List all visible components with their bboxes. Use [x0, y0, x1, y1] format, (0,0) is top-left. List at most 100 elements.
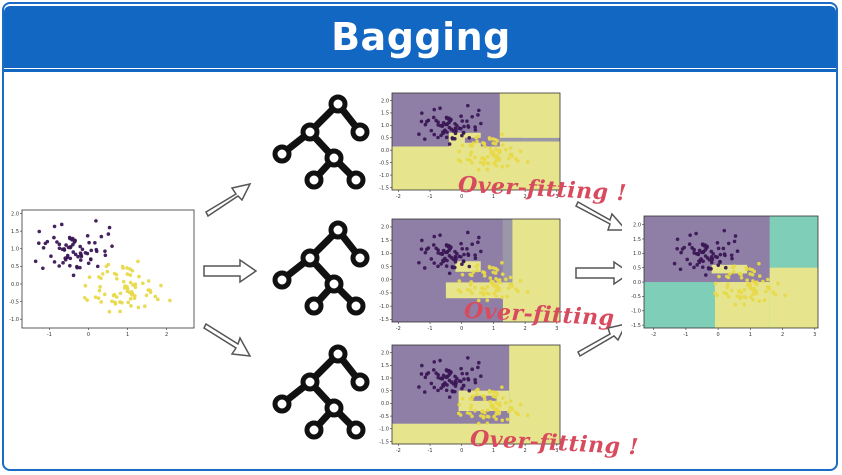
data-point-class-1	[518, 279, 523, 283]
data-point-class-1	[118, 291, 123, 296]
y-tick-label: 0.0	[381, 148, 389, 154]
data-point-class-1	[494, 412, 498, 416]
data-point-class-1	[487, 388, 492, 393]
data-point-class-0	[709, 260, 714, 265]
data-point-class-0	[439, 262, 443, 266]
data-point-class-1	[505, 417, 510, 422]
data-point-class-1	[500, 143, 505, 147]
data-point-class-1	[504, 277, 508, 282]
data-point-class-1	[470, 273, 474, 278]
data-point-class-1	[491, 265, 495, 270]
data-point-class-0	[453, 249, 457, 254]
data-point-class-1	[505, 294, 510, 299]
data-point-class-1	[118, 309, 122, 314]
data-point-class-1	[478, 414, 483, 418]
data-point-class-1	[87, 275, 92, 280]
data-point-class-0	[467, 135, 472, 140]
data-point-class-1	[476, 387, 480, 392]
data-point-class-0	[431, 115, 436, 120]
data-point-class-0	[687, 242, 692, 247]
data-point-class-0	[62, 247, 66, 251]
data-point-class-0	[450, 389, 455, 393]
plot-frame	[643, 215, 819, 329]
data-point-class-0	[432, 132, 437, 137]
data-point-class-1	[469, 150, 474, 155]
data-point-class-1	[742, 302, 746, 307]
data-point-class-0	[68, 263, 72, 268]
data-point-class-0	[106, 232, 111, 236]
y-tick-label: 1.5	[11, 229, 19, 235]
data-point-class-0	[80, 247, 85, 252]
data-point-class-0	[445, 250, 449, 255]
data-point-class-0	[52, 224, 57, 229]
data-point-class-0	[423, 375, 428, 380]
data-point-class-0	[461, 259, 466, 263]
data-point-class-1	[725, 282, 730, 287]
data-point-class-0	[709, 255, 714, 259]
data-point-class-1	[752, 289, 756, 293]
plot-frame	[21, 209, 195, 329]
data-point-class-1	[98, 285, 102, 289]
data-point-class-0	[451, 129, 456, 133]
y-tick-label: 0.0	[381, 278, 389, 284]
y-tick-label: -1.0	[379, 427, 389, 433]
data-point-class-1	[82, 295, 87, 300]
data-point-class-1	[485, 155, 490, 159]
data-point-class-1	[107, 309, 112, 314]
data-point-class-0	[68, 245, 73, 250]
data-point-class-0	[716, 263, 721, 267]
data-point-class-0	[461, 130, 466, 135]
data-point-class-0	[441, 130, 445, 134]
data-point-class-0	[431, 368, 436, 372]
data-point-class-0	[432, 385, 437, 390]
data-point-class-0	[459, 255, 463, 259]
data-point-class-1	[485, 408, 490, 412]
data-point-class-0	[473, 253, 477, 257]
right-arrow-icon	[203, 322, 252, 357]
y-tick-label: 1.5	[633, 237, 641, 243]
y-tick-label: -1.0	[631, 309, 641, 315]
data-point-class-0	[450, 264, 455, 269]
data-point-class-1	[487, 136, 492, 140]
data-point-class-0	[685, 257, 689, 262]
data-point-class-1	[476, 421, 481, 426]
data-point-class-1	[473, 155, 477, 160]
data-point-class-1	[482, 274, 487, 278]
data-point-class-1	[491, 270, 496, 275]
data-point-class-0	[107, 225, 112, 230]
data-point-class-0	[445, 375, 449, 379]
data-point-class-0	[477, 235, 481, 240]
data-point-class-0	[436, 373, 440, 377]
data-point-class-1	[732, 264, 737, 269]
data-point-class-1	[487, 291, 491, 296]
x-tick-label: -1	[428, 326, 433, 332]
data-point-class-0	[436, 135, 440, 140]
data-point-class-0	[453, 254, 458, 259]
data-point-class-0	[476, 365, 480, 370]
data-point-class-1	[99, 276, 103, 281]
data-point-class-0	[432, 234, 437, 239]
title-banner	[4, 6, 836, 68]
data-point-class-0	[722, 228, 727, 233]
data-point-class-1	[475, 392, 479, 397]
data-point-class-0	[460, 262, 464, 267]
data-point-class-1	[110, 299, 114, 304]
y-tick-label: 2.0	[381, 350, 389, 356]
data-point-class-1	[728, 272, 732, 276]
y-tick-label: 1.0	[633, 251, 641, 257]
data-point-class-0	[436, 120, 440, 125]
data-point-class-1	[475, 139, 479, 144]
data-point-class-0	[422, 266, 427, 270]
data-point-class-0	[726, 241, 731, 246]
data-point-class-0	[103, 249, 107, 253]
data-point-class-0	[33, 259, 38, 264]
data-point-class-0	[422, 137, 427, 141]
data-point-class-1	[495, 268, 500, 272]
data-point-class-1	[168, 298, 172, 303]
decision-region	[502, 219, 513, 283]
data-point-class-1	[487, 415, 491, 419]
data-point-class-1	[491, 394, 496, 399]
data-point-class-0	[466, 230, 470, 235]
data-point-class-0	[432, 261, 437, 265]
